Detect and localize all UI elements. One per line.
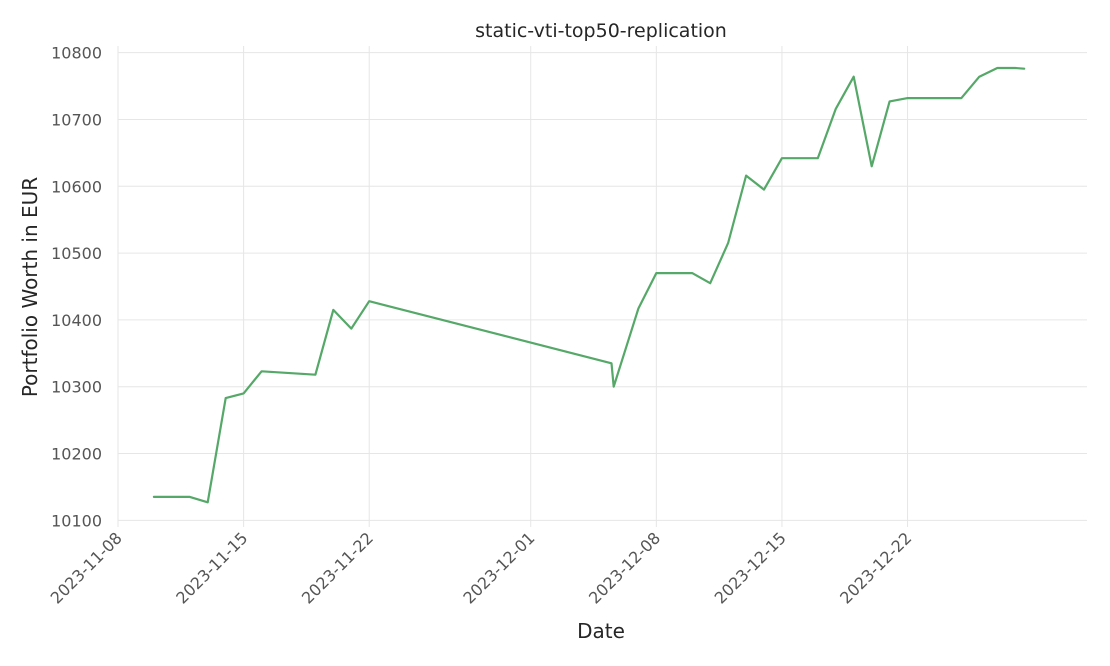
grid <box>117 46 1087 527</box>
y-tick-label: 10200 <box>51 445 102 464</box>
x-tick-label: 2023-11-15 <box>172 528 251 607</box>
series-layer <box>152 66 1026 504</box>
y-axis-ticks: 10100 10200 10300 10400 10500 10600 10700 10800 <box>51 44 102 531</box>
series-line <box>152 66 1026 504</box>
y-tick-label: 10400 <box>51 311 102 330</box>
x-tick-label: 2023-11-22 <box>298 528 377 607</box>
x-tick-label: 2023-12-08 <box>585 528 664 607</box>
y-tick-label: 10300 <box>51 378 102 397</box>
y-tick-label: 10500 <box>51 244 102 263</box>
x-tick-label: 2023-12-01 <box>459 528 538 607</box>
chart-title: static-vti-top50-replication <box>475 20 727 42</box>
y-tick-label: 10700 <box>51 110 102 129</box>
y-tick-label: 10600 <box>51 177 102 196</box>
x-tick-label: 2023-11-08 <box>47 528 126 607</box>
y-axis-label: Portfolio Worth in EUR <box>18 177 42 397</box>
x-axis-label: Date <box>577 619 625 643</box>
x-tick-label: 2023-12-22 <box>836 528 915 607</box>
x-axis-ticks: 2023-11-08 2023-11-15 2023-11-22 2023-12-01… <box>47 528 916 607</box>
y-tick-label: 10100 <box>51 511 102 530</box>
y-tick-label: 10800 <box>51 44 102 63</box>
x-tick-label: 2023-12-15 <box>711 528 790 607</box>
